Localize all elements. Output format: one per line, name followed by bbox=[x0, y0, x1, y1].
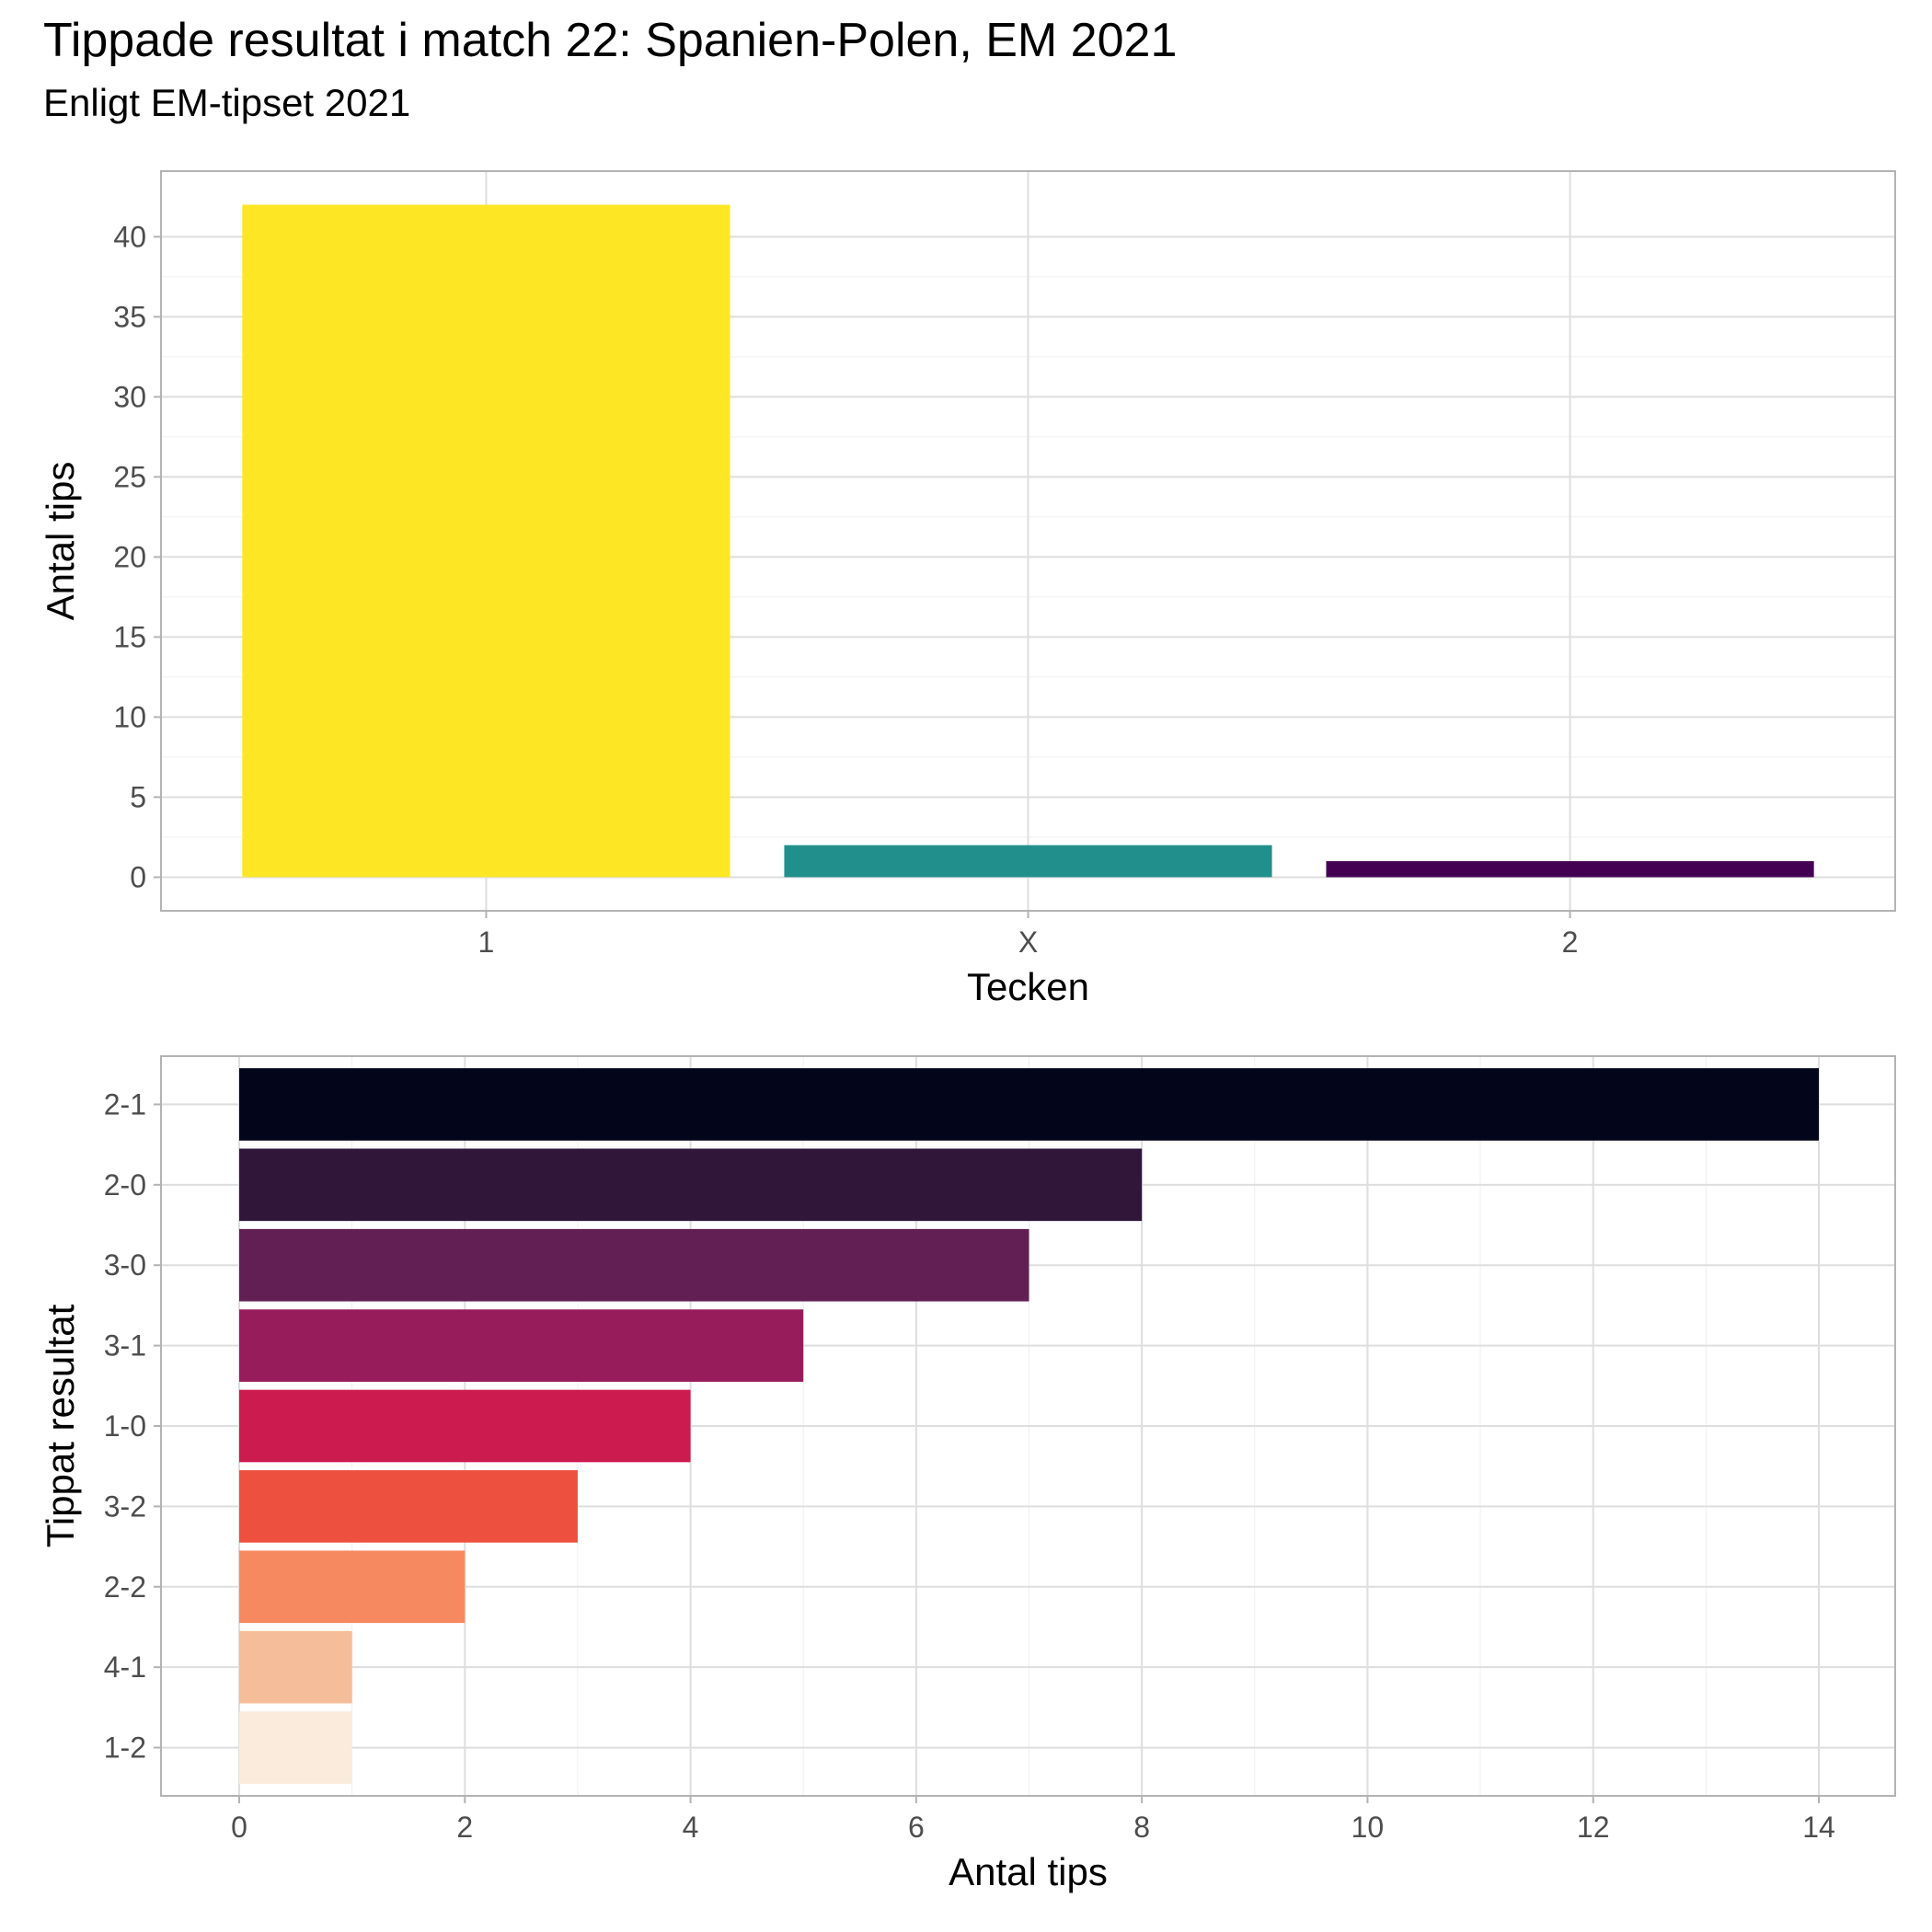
y-tick-label: 40 bbox=[113, 220, 146, 253]
y-tick-label: 10 bbox=[113, 700, 146, 733]
y-tick-label: 1-0 bbox=[104, 1409, 146, 1443]
bar-1-0 bbox=[239, 1389, 691, 1463]
bar-X bbox=[784, 845, 1272, 878]
x-axis-title: Tecken bbox=[967, 965, 1089, 1008]
y-tick-label: 3-1 bbox=[104, 1329, 146, 1363]
y-tick-label: 25 bbox=[113, 460, 146, 493]
y-tick-label: 30 bbox=[113, 380, 146, 413]
y-tick-label: 15 bbox=[113, 620, 146, 653]
bar-1-2 bbox=[239, 1711, 352, 1784]
y-tick-label: 35 bbox=[113, 300, 146, 333]
bar-4-1 bbox=[239, 1630, 352, 1704]
chart-subtitle: Enligt EM-tipset 2021 bbox=[43, 81, 411, 124]
y-tick-label: 20 bbox=[113, 540, 146, 573]
x-tick-label: 10 bbox=[1351, 1811, 1385, 1844]
x-tick-label: 2 bbox=[1562, 926, 1579, 959]
bar-2-0 bbox=[239, 1148, 1143, 1222]
bar-3-0 bbox=[239, 1228, 1029, 1302]
bar-2-2 bbox=[239, 1550, 466, 1624]
y-tick-label: 4-1 bbox=[104, 1650, 146, 1684]
y-tick-label: 1-2 bbox=[104, 1731, 146, 1765]
x-tick-label: X bbox=[1018, 926, 1038, 959]
bar-3-2 bbox=[239, 1470, 578, 1543]
y-axis-title: Antal tips bbox=[39, 462, 82, 621]
x-tick-label: 4 bbox=[683, 1811, 699, 1844]
x-tick-label: 2 bbox=[456, 1811, 473, 1844]
chart-title: Tippade resultat i match 22: Spanien-Pol… bbox=[43, 14, 1178, 67]
y-axis-title: Tippat resultat bbox=[39, 1304, 82, 1547]
x-tick-label: 0 bbox=[231, 1811, 247, 1844]
y-tick-label: 5 bbox=[130, 780, 146, 813]
bar-3-1 bbox=[239, 1309, 804, 1382]
bar-1 bbox=[242, 204, 730, 878]
x-tick-label: 1 bbox=[478, 926, 495, 959]
bottom-bar-chart: 2-1 2-0 3-0 3-1 1-0 3-2 2-2 4-1 1-2 0 2 4 6 8 10 12 14 An… bbox=[39, 1055, 1896, 1893]
y-tick-label: 2-1 bbox=[104, 1087, 146, 1121]
y-tick-label: 2-0 bbox=[104, 1168, 146, 1202]
x-tick-label: 6 bbox=[908, 1811, 925, 1844]
bar-2 bbox=[1326, 861, 1814, 878]
y-tick-label: 2-2 bbox=[104, 1570, 146, 1604]
x-axis-title: Antal tips bbox=[949, 1850, 1108, 1893]
x-tick-label: 8 bbox=[1133, 1811, 1150, 1844]
y-tick-label: 3-0 bbox=[104, 1248, 146, 1282]
y-tick-label: 0 bbox=[130, 860, 146, 893]
top-bar-chart: 0 5 10 15 20 25 30 35 40 1 X 2 Tecken Antal tips bbox=[39, 170, 1896, 1008]
x-tick-label: 14 bbox=[1802, 1811, 1835, 1844]
bar-2-1 bbox=[239, 1068, 1819, 1141]
x-tick-label: 12 bbox=[1577, 1811, 1610, 1844]
y-tick-label: 3-2 bbox=[104, 1489, 146, 1523]
